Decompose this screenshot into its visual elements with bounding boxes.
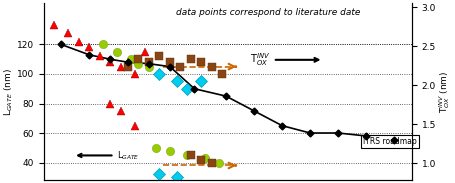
Y-axis label: L$_{GATE}$ (nm): L$_{GATE}$ (nm) <box>3 68 15 116</box>
Text: L$_{GATE}$: L$_{GATE}$ <box>78 149 140 162</box>
Text: T$_{OX}^{INV}$: T$_{OX}^{INV}$ <box>250 51 318 68</box>
Y-axis label: T$_{OX}^{INV}$ (nm): T$_{OX}^{INV}$ (nm) <box>437 70 452 113</box>
Text: ITRS roadmap: ITRS roadmap <box>363 137 417 146</box>
Text: data points correspond to literature date: data points correspond to literature dat… <box>176 8 360 18</box>
